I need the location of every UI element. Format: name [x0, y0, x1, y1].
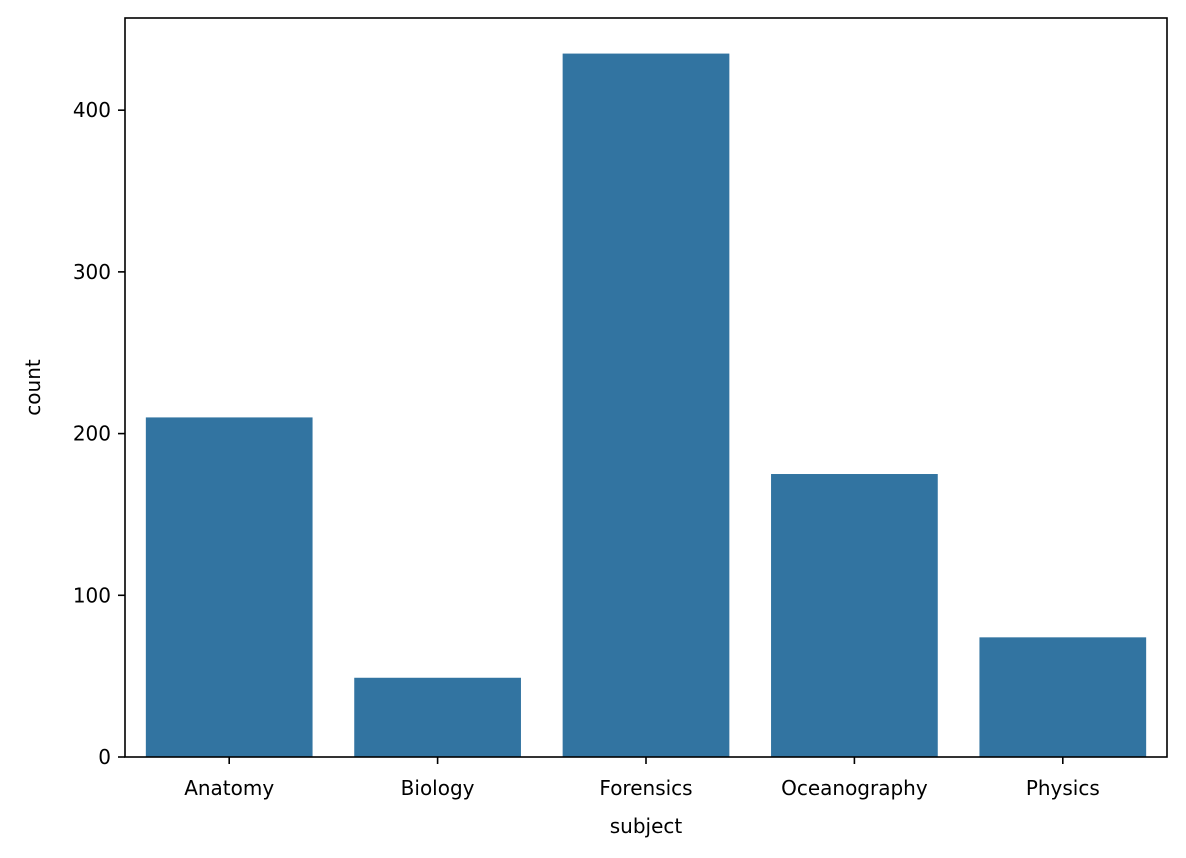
y-tick-label: 300	[73, 260, 111, 284]
x-tick-label: Forensics	[599, 776, 692, 800]
x-axis-label: subject	[610, 814, 683, 838]
bar-physics	[979, 637, 1147, 757]
x-tick-label: Biology	[401, 776, 475, 800]
bar-anatomy	[145, 417, 313, 757]
x-axis-ticks: Anatomy Biology Forensics Oceanography Physi…	[184, 757, 1100, 800]
bar-oceanography	[771, 474, 938, 757]
y-axis-label: count	[21, 359, 45, 416]
x-tick-label: Physics	[1026, 776, 1100, 800]
y-tick-label: 200	[73, 422, 111, 446]
y-tick-label: 400	[73, 98, 111, 122]
x-tick-label: Oceanography	[781, 776, 928, 800]
bars-group	[145, 53, 1147, 757]
y-tick-label: 100	[73, 583, 111, 607]
bar-forensics	[562, 53, 730, 757]
y-axis-ticks: 0 100 200 300 400	[73, 98, 125, 769]
plot-frame	[124, 17, 1168, 758]
x-tick-label: Anatomy	[184, 776, 274, 800]
y-tick-label: 0	[98, 745, 111, 769]
bar-biology	[354, 677, 521, 757]
